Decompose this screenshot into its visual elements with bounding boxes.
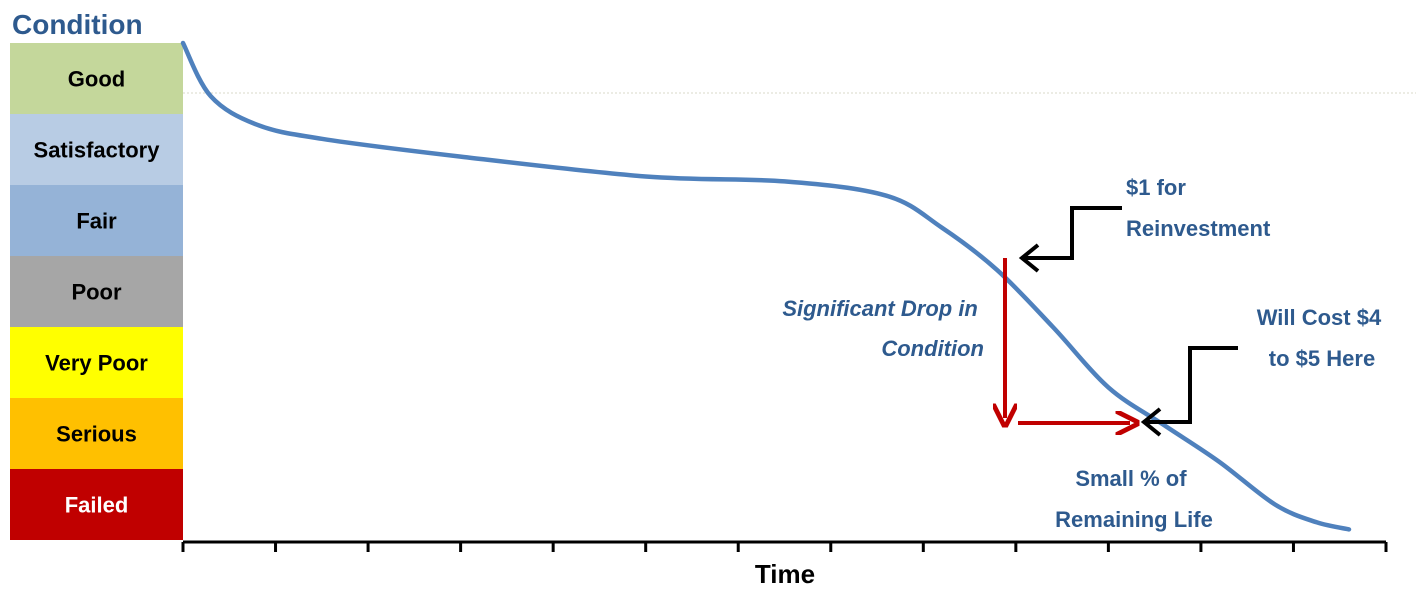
- band-label-very-poor: Very Poor: [45, 351, 148, 376]
- reinvest-annotation: $1 for Reinvestment: [1126, 175, 1271, 241]
- y-axis-label: Condition: [12, 9, 143, 40]
- band-fair: [10, 185, 183, 256]
- reinvest-pointer: [1018, 206, 1122, 273]
- life-annotation: Small % of Remaining Life: [1055, 466, 1213, 532]
- band-label-serious: Serious: [56, 422, 137, 447]
- band-label-satisfactory: Satisfactory: [34, 138, 161, 163]
- band-very-poor: [10, 327, 183, 398]
- cost-annotation: Will Cost $4 to $5 Here: [1257, 305, 1388, 371]
- band-satisfactory: [10, 114, 183, 185]
- band-poor: [10, 256, 183, 327]
- drop-annotation: Significant Drop in Condition: [782, 296, 984, 361]
- condition-bands: Good Satisfactory Fair Poor Very Poor Serious…: [10, 43, 183, 540]
- x-axis-title: Time: [755, 559, 815, 589]
- band-good: [10, 43, 183, 114]
- band-serious: [10, 398, 183, 469]
- condition-curve: [180, 40, 1352, 532]
- drop-arrows: [1005, 258, 1130, 423]
- band-label-fair: Fair: [76, 209, 117, 234]
- cost-pointer: [1140, 346, 1238, 437]
- x-axis: [181, 540, 1388, 552]
- band-label-good: Good: [68, 67, 125, 92]
- band-failed: [10, 469, 183, 540]
- band-label-failed: Failed: [65, 493, 129, 518]
- band-label-poor: Poor: [71, 280, 122, 305]
